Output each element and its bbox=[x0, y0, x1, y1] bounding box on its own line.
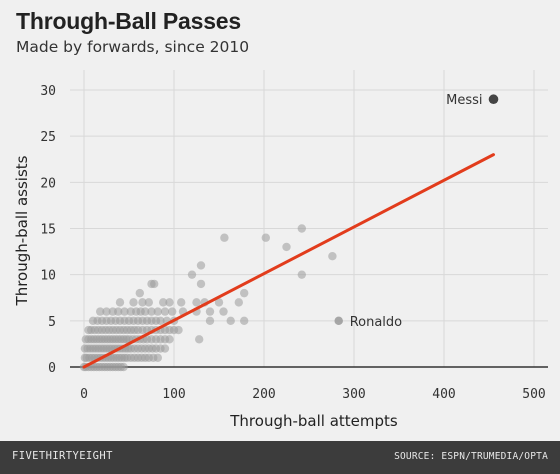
data-point bbox=[328, 252, 337, 261]
data-point bbox=[192, 298, 201, 307]
data-point bbox=[135, 288, 144, 298]
messi-label: Messi bbox=[446, 93, 482, 108]
y-tick-label: 15 bbox=[40, 223, 56, 238]
y-tick-label: 5 bbox=[48, 315, 56, 330]
data-point bbox=[156, 316, 165, 326]
data-point bbox=[168, 307, 177, 316]
chart-subtitle: Made by forwards, since 2010 bbox=[16, 38, 250, 56]
ronaldo-point bbox=[334, 316, 343, 326]
data-point bbox=[214, 298, 224, 307]
data-point bbox=[160, 344, 170, 353]
data-point bbox=[115, 298, 125, 307]
data-point bbox=[195, 335, 204, 344]
data-point bbox=[102, 307, 111, 316]
messi-point bbox=[488, 94, 499, 105]
x-tick-label: 0 bbox=[80, 387, 88, 402]
data-point bbox=[165, 335, 174, 344]
data-point bbox=[240, 316, 249, 326]
data-point bbox=[220, 233, 229, 242]
data-point bbox=[177, 298, 186, 307]
data-point bbox=[120, 307, 129, 316]
x-tick-label: 100 bbox=[162, 387, 185, 402]
footer-bar: FIVETHIRTYEIGHT SOURCE: ESPN/TRUMEDIA/OP… bbox=[0, 441, 560, 474]
data-point bbox=[141, 307, 150, 316]
data-point bbox=[144, 298, 153, 307]
data-point bbox=[297, 224, 306, 233]
x-tick-label: 300 bbox=[342, 387, 365, 402]
data-point bbox=[226, 316, 235, 326]
y-axis-label: Through-ball assists bbox=[13, 155, 31, 306]
data-point bbox=[153, 307, 162, 316]
data-point bbox=[187, 270, 197, 279]
x-tick-label: 200 bbox=[252, 387, 275, 402]
data-point bbox=[196, 279, 206, 289]
data-point bbox=[150, 279, 159, 289]
y-tick-label: 20 bbox=[40, 176, 56, 191]
data-point bbox=[205, 316, 215, 326]
data-point bbox=[219, 307, 228, 316]
data-point bbox=[147, 307, 156, 316]
data-point bbox=[165, 298, 174, 307]
x-tick-label: 400 bbox=[432, 387, 455, 402]
data-point bbox=[114, 307, 123, 316]
data-point bbox=[196, 261, 206, 270]
y-tick-label: 30 bbox=[40, 84, 56, 99]
data-point bbox=[159, 298, 168, 307]
ronaldo-label: Ronaldo bbox=[350, 315, 402, 330]
y-tick-label: 10 bbox=[40, 269, 56, 284]
data-point bbox=[205, 307, 215, 316]
data-point bbox=[297, 270, 306, 279]
x-axis-label: Through-ball attempts bbox=[229, 412, 398, 430]
data-point bbox=[174, 325, 183, 335]
data-point bbox=[234, 298, 243, 307]
data-point bbox=[129, 298, 138, 307]
y-tick-label: 25 bbox=[40, 130, 56, 145]
data-point bbox=[240, 288, 249, 298]
y-tick-label: 0 bbox=[48, 361, 56, 376]
data-point bbox=[160, 307, 170, 316]
data-point bbox=[261, 233, 270, 242]
data-point bbox=[282, 242, 291, 252]
trend-line bbox=[82, 153, 495, 369]
chart-title: Through-Ball Passes bbox=[16, 8, 241, 34]
x-tick-label: 500 bbox=[522, 387, 545, 402]
source-note: SOURCE: ESPN/TRUMEDIA/OPTA bbox=[394, 451, 548, 462]
brand-logo: FIVETHIRTYEIGHT bbox=[12, 450, 113, 462]
data-point bbox=[138, 298, 147, 307]
data-point bbox=[119, 362, 128, 372]
data-point bbox=[153, 353, 162, 362]
data-point bbox=[96, 307, 105, 316]
